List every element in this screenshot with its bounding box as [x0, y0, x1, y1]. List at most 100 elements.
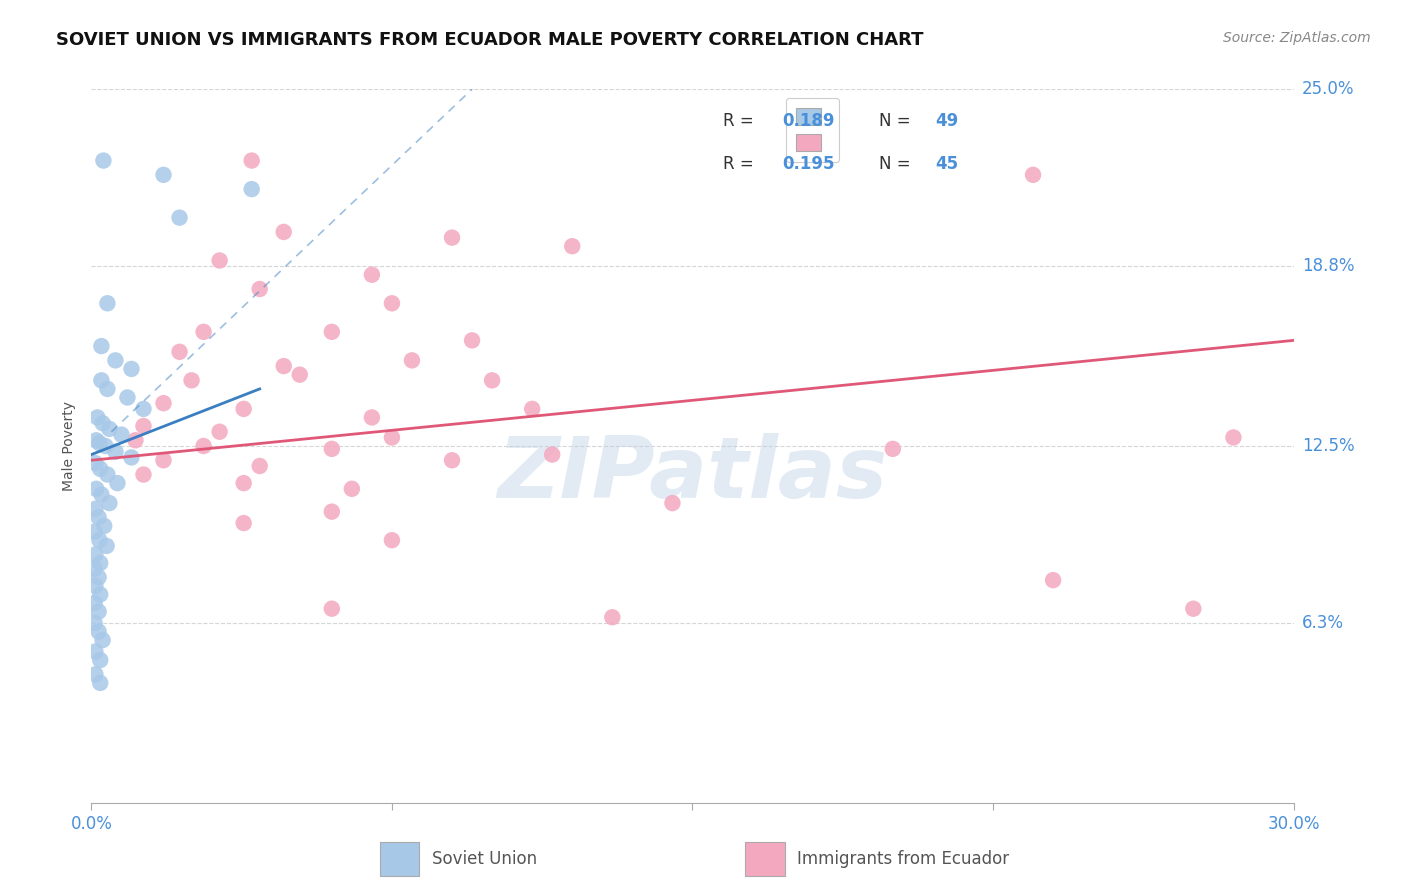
Text: 0.195: 0.195	[783, 155, 835, 173]
Point	[132, 401, 155, 416]
Text: R =: R =	[723, 155, 758, 173]
Point	[240, 182, 263, 196]
Point	[121, 362, 143, 376]
Text: 6.3%: 6.3%	[1302, 614, 1344, 632]
Point	[84, 548, 107, 562]
Point	[107, 476, 129, 491]
Point	[1222, 430, 1244, 444]
Point	[93, 153, 115, 168]
Text: N =: N =	[879, 155, 915, 173]
Point	[321, 442, 343, 456]
Point	[83, 596, 105, 610]
Point	[83, 562, 105, 576]
Point	[89, 587, 111, 601]
Point	[87, 510, 110, 524]
Point	[90, 487, 112, 501]
Text: ZIPatlas: ZIPatlas	[498, 433, 887, 516]
Point	[132, 419, 155, 434]
Point	[561, 239, 583, 253]
Point	[273, 225, 295, 239]
Point	[321, 601, 343, 615]
Point	[169, 344, 191, 359]
Point	[232, 401, 254, 416]
Point	[89, 436, 111, 450]
Point	[360, 410, 382, 425]
Point	[1182, 601, 1205, 615]
Point	[93, 519, 115, 533]
Point	[381, 533, 404, 548]
Point	[96, 539, 118, 553]
Text: 12.5%: 12.5%	[1302, 437, 1354, 455]
Point	[91, 633, 114, 648]
Text: N =: N =	[879, 112, 915, 130]
Point	[89, 556, 111, 570]
Point	[193, 439, 215, 453]
Point	[208, 253, 231, 268]
Point	[86, 410, 108, 425]
Point	[96, 467, 118, 482]
Point	[401, 353, 423, 368]
Text: R =: R =	[723, 112, 758, 130]
Point	[84, 456, 107, 470]
Point	[84, 644, 107, 658]
Point	[89, 676, 111, 690]
Point	[90, 373, 112, 387]
Y-axis label: Male Poverty: Male Poverty	[62, 401, 76, 491]
Point	[882, 442, 904, 456]
Text: Soviet Union: Soviet Union	[432, 850, 537, 868]
Point	[96, 296, 118, 310]
Point	[1042, 573, 1064, 587]
Point	[461, 334, 484, 348]
Point	[321, 325, 343, 339]
Point	[1022, 168, 1045, 182]
Point	[481, 373, 503, 387]
Point	[169, 211, 191, 225]
Point	[180, 373, 202, 387]
Point	[89, 533, 111, 548]
Point	[83, 524, 105, 539]
Point	[520, 401, 543, 416]
Point	[381, 296, 404, 310]
Point	[94, 439, 117, 453]
Point	[110, 427, 132, 442]
Text: Source: ZipAtlas.com: Source: ZipAtlas.com	[1223, 31, 1371, 45]
Point	[98, 496, 121, 510]
Point	[321, 505, 343, 519]
Text: Immigrants from Ecuador: Immigrants from Ecuador	[797, 850, 1010, 868]
Point	[360, 268, 382, 282]
Point	[83, 615, 105, 630]
Point	[84, 667, 107, 681]
Point	[89, 653, 111, 667]
Point	[381, 430, 404, 444]
Text: 45: 45	[935, 155, 959, 173]
Text: 0.189: 0.189	[783, 112, 835, 130]
Text: 18.8%: 18.8%	[1302, 257, 1354, 275]
Text: 49: 49	[935, 112, 959, 130]
Point	[90, 339, 112, 353]
Point	[661, 496, 683, 510]
Point	[441, 453, 464, 467]
Point	[104, 353, 127, 368]
Point	[84, 579, 107, 593]
Point	[240, 153, 263, 168]
Point	[89, 462, 111, 476]
Point	[541, 448, 564, 462]
Point	[193, 325, 215, 339]
Text: SOVIET UNION VS IMMIGRANTS FROM ECUADOR MALE POVERTY CORRELATION CHART: SOVIET UNION VS IMMIGRANTS FROM ECUADOR …	[56, 31, 924, 49]
Point	[87, 605, 110, 619]
Legend: , : ,	[786, 97, 839, 162]
Point	[98, 422, 121, 436]
Point	[91, 416, 114, 430]
Point	[249, 282, 271, 296]
Point	[124, 434, 146, 448]
Point	[84, 501, 107, 516]
Point	[87, 570, 110, 584]
Point	[288, 368, 311, 382]
Point	[273, 359, 295, 373]
Point	[117, 391, 139, 405]
Point	[602, 610, 624, 624]
Point	[208, 425, 231, 439]
Point	[84, 434, 107, 448]
Point	[152, 396, 174, 410]
Point	[340, 482, 363, 496]
